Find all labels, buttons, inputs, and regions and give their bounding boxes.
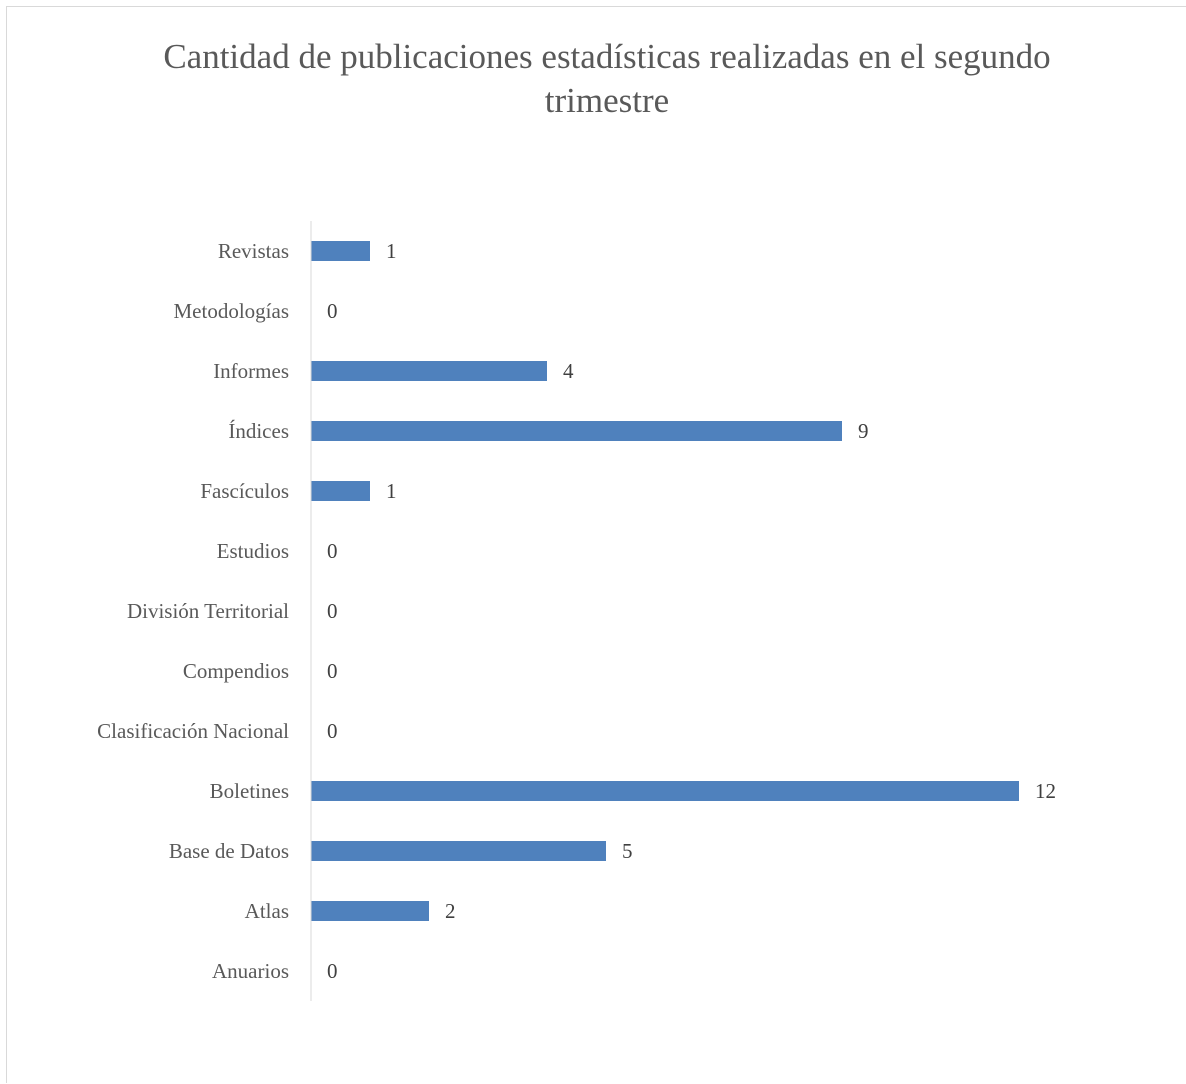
category-label-anuarios: Anuarios xyxy=(212,959,289,983)
category-label-clasificacion-nacional: Clasificación Nacional xyxy=(97,719,289,743)
category-label-base-de-datos: Base de Datos xyxy=(169,839,289,863)
category-label-revistas: Revistas xyxy=(218,239,289,263)
bar-revistas xyxy=(311,241,370,261)
data-label-division-territorial: 0 xyxy=(327,599,338,623)
category-label-estudios: Estudios xyxy=(217,539,289,563)
data-label-informes: 4 xyxy=(563,359,574,383)
category-label-indices: Índices xyxy=(228,419,289,443)
data-label-revistas: 1 xyxy=(386,239,397,263)
category-label-compendios: Compendios xyxy=(183,659,289,683)
data-label-anuarios: 0 xyxy=(327,959,338,983)
bars-layer xyxy=(311,241,1019,921)
chart-frame: Cantidad de publicaciones estadísticas r… xyxy=(6,6,1186,1083)
category-label-boletines: Boletines xyxy=(210,779,289,803)
bar-informes xyxy=(311,361,547,381)
category-label-atlas: Atlas xyxy=(245,899,289,923)
category-label-metodologias: Metodologías xyxy=(174,299,290,323)
category-label-informes: Informes xyxy=(213,359,289,383)
data-label-clasificacion-nacional: 0 xyxy=(327,719,338,743)
data-label-indices: 9 xyxy=(858,419,869,443)
data-label-estudios: 0 xyxy=(327,539,338,563)
bar-indices xyxy=(311,421,842,441)
bar-atlas xyxy=(311,901,429,921)
data-label-metodologias: 0 xyxy=(327,299,338,323)
data-label-atlas: 2 xyxy=(445,899,456,923)
data-label-base-de-datos: 5 xyxy=(622,839,633,863)
bar-base-de-datos xyxy=(311,841,606,861)
bar-boletines xyxy=(311,781,1019,801)
bar-fasciculos xyxy=(311,481,370,501)
data-label-fasciculos: 1 xyxy=(386,479,397,503)
bar-chart: Revistas 1 Metodologías 0 Informes 4 Índices 9 F… xyxy=(97,221,1056,1001)
data-label-compendios: 0 xyxy=(327,659,338,683)
data-label-boletines: 12 xyxy=(1035,779,1056,803)
category-label-division-territorial: División Territorial xyxy=(127,599,289,623)
chart-title: Cantidad de publicaciones estadísticas r… xyxy=(163,37,1051,120)
category-label-fasciculos: Fascículos xyxy=(200,479,289,503)
labels-layer: Revistas 1 Metodologías 0 Informes 4 Índices 9 F… xyxy=(97,239,1056,983)
